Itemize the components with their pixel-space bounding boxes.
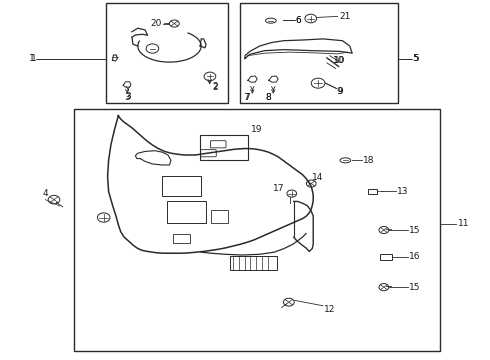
Bar bbox=[240, 3, 398, 103]
Bar bbox=[200, 135, 248, 160]
Bar bbox=[167, 202, 206, 223]
Text: 17: 17 bbox=[273, 184, 285, 193]
Text: 3: 3 bbox=[125, 91, 131, 100]
Text: 4: 4 bbox=[43, 189, 48, 198]
Text: 2: 2 bbox=[212, 82, 218, 91]
Text: 10: 10 bbox=[333, 56, 344, 65]
Text: 18: 18 bbox=[363, 156, 374, 165]
Bar bbox=[74, 109, 440, 351]
Text: 10: 10 bbox=[334, 56, 345, 65]
Text: 6: 6 bbox=[295, 16, 301, 25]
Text: 9: 9 bbox=[338, 87, 343, 96]
Bar bbox=[211, 210, 228, 223]
Text: 3: 3 bbox=[124, 93, 130, 102]
Text: 9: 9 bbox=[337, 87, 343, 96]
Bar bbox=[173, 234, 191, 243]
Text: 16: 16 bbox=[409, 252, 421, 261]
Text: 21: 21 bbox=[339, 12, 350, 21]
Bar bbox=[368, 189, 377, 194]
Text: 8: 8 bbox=[266, 93, 271, 102]
Text: 1: 1 bbox=[29, 54, 34, 63]
Text: 8: 8 bbox=[266, 93, 271, 102]
Text: 20: 20 bbox=[150, 19, 162, 28]
Text: 5: 5 bbox=[413, 54, 419, 63]
Text: 2: 2 bbox=[212, 83, 218, 92]
Text: 6: 6 bbox=[295, 16, 301, 25]
Text: 11: 11 bbox=[458, 219, 469, 228]
Text: 12: 12 bbox=[324, 305, 335, 314]
Bar bbox=[106, 3, 228, 103]
Text: 19: 19 bbox=[251, 126, 262, 135]
Text: 7: 7 bbox=[244, 93, 250, 102]
Text: 5: 5 bbox=[412, 54, 418, 63]
Text: 14: 14 bbox=[312, 173, 323, 182]
Bar bbox=[380, 253, 392, 260]
Text: 13: 13 bbox=[397, 187, 409, 196]
Bar bbox=[162, 176, 201, 196]
Text: 1: 1 bbox=[31, 54, 37, 63]
Text: 15: 15 bbox=[409, 225, 421, 234]
Text: 15: 15 bbox=[409, 283, 421, 292]
Text: 7: 7 bbox=[244, 93, 249, 102]
Bar bbox=[230, 256, 277, 270]
